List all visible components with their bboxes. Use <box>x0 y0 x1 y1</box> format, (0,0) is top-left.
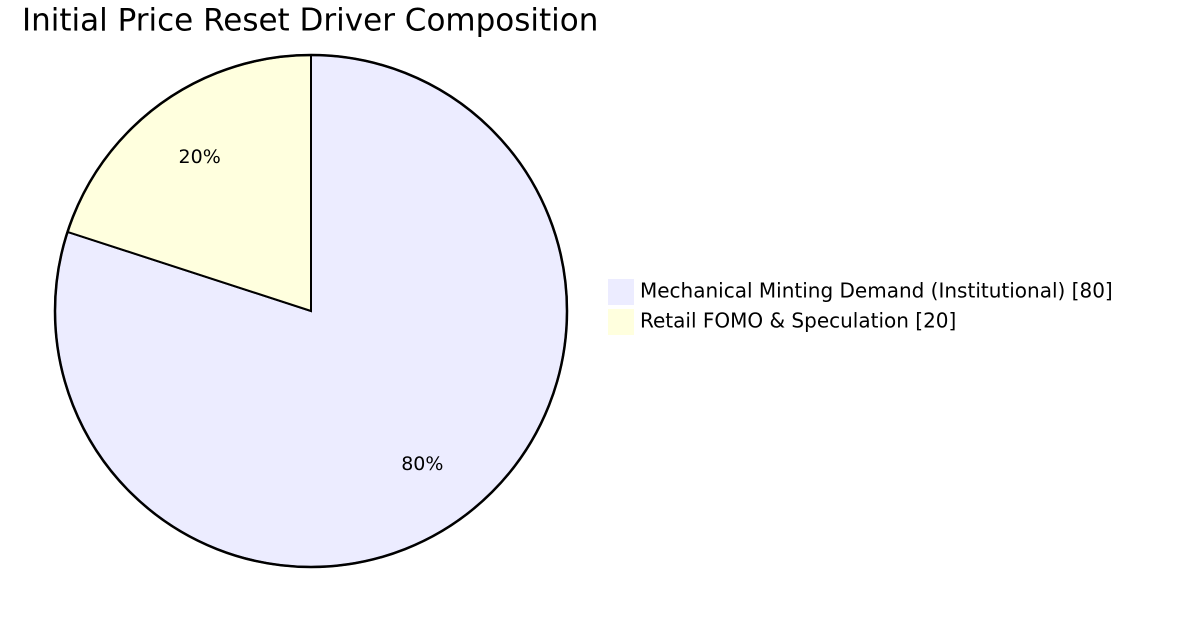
pie-outline <box>53 53 569 569</box>
legend-text: Retail FOMO & Speculation [20] <box>640 309 956 333</box>
chart-title: Initial Price Reset Driver Composition <box>22 3 598 39</box>
legend-text: Mechanical Minting Demand (Institutional… <box>640 279 1113 303</box>
legend-swatch <box>608 279 634 305</box>
slice-label: 80% <box>401 453 443 475</box>
slice-label: 20% <box>179 146 221 168</box>
legend-swatch <box>608 309 634 335</box>
